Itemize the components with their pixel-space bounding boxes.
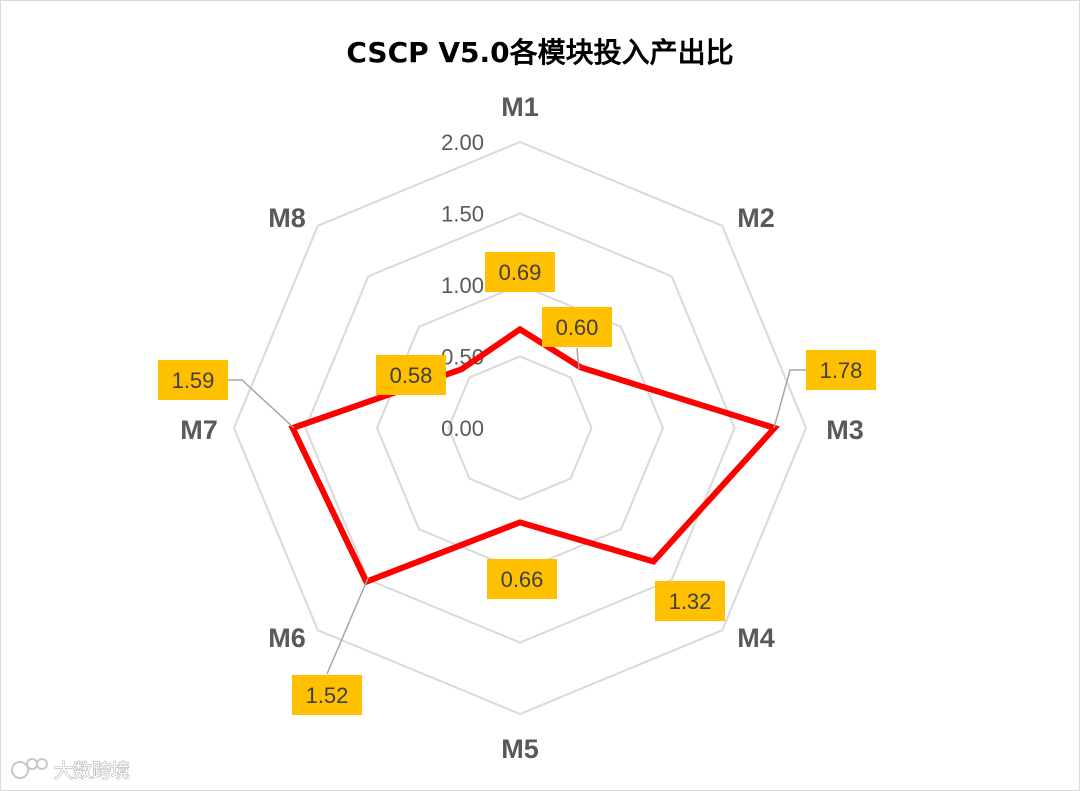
leader-line (773, 369, 806, 429)
data-label-box (485, 252, 555, 292)
data-label-value: 0.60 (556, 315, 599, 340)
category-label-m5: M5 (501, 734, 539, 764)
series (288, 325, 780, 586)
data-label-m1: 0.69 (485, 252, 555, 292)
tick-label: 2.00 (441, 130, 484, 155)
data-label-value: 1.59 (172, 368, 215, 393)
tick-label: 1.50 (441, 202, 484, 227)
grid-ring (304, 212, 736, 644)
data-label-value: 0.66 (501, 567, 544, 592)
data-label-box (806, 350, 876, 390)
category-label-m8: M8 (268, 203, 306, 233)
category-labels: M1 M2 M3 M4 M5 M6 M7 M8 (180, 92, 864, 764)
data-label-m8: 0.58 (376, 355, 446, 395)
leader-line (576, 347, 580, 370)
chart-title: CSCP V5.0各模块投入产出比 (346, 36, 733, 69)
data-label-box (655, 581, 725, 621)
leader-line (326, 577, 369, 675)
data-label-m6: 1.52 (292, 675, 362, 715)
data-label-m7: 1.59 (158, 360, 228, 400)
data-label-value: 0.58 (390, 363, 433, 388)
category-label-m7: M7 (180, 415, 218, 445)
data-label-m5: 0.66 (487, 559, 557, 599)
data-label-box (487, 559, 557, 599)
data-label-value: 1.78 (820, 358, 863, 383)
data-label-box (158, 360, 228, 400)
data-label-value: 1.32 (669, 589, 712, 614)
tick-label: 0.00 (441, 416, 484, 441)
data-label-m4: 1.32 (655, 581, 725, 621)
category-label-m2: M2 (737, 203, 775, 233)
category-label-m3: M3 (826, 415, 864, 445)
grid (232, 140, 808, 716)
data-label-m2: 0.60 (542, 307, 612, 347)
category-label-m4: M4 (737, 623, 775, 653)
data-label-m3: 1.78 (806, 350, 876, 390)
leader-lines (228, 347, 806, 675)
logo-icon (11, 758, 48, 779)
grid-ring (447, 355, 593, 501)
data-label-box (292, 675, 362, 715)
data-labels: 0.69 0.60 1.78 1.32 0.66 1.52 1.59 0.58 (158, 252, 876, 715)
grid-ring (232, 140, 808, 716)
data-label-box (376, 355, 446, 395)
tick-label: 1.00 (441, 273, 484, 298)
series-line (288, 325, 780, 586)
category-label-m6: M6 (268, 623, 306, 653)
data-label-value: 1.52 (306, 683, 349, 708)
watermark: 大数跨境 (11, 758, 131, 783)
data-label-box (542, 307, 612, 347)
leader-line (228, 379, 295, 429)
watermark-text: 大数跨境 (54, 760, 130, 782)
category-label-m1: M1 (501, 92, 539, 122)
data-label-value: 0.69 (499, 260, 542, 285)
